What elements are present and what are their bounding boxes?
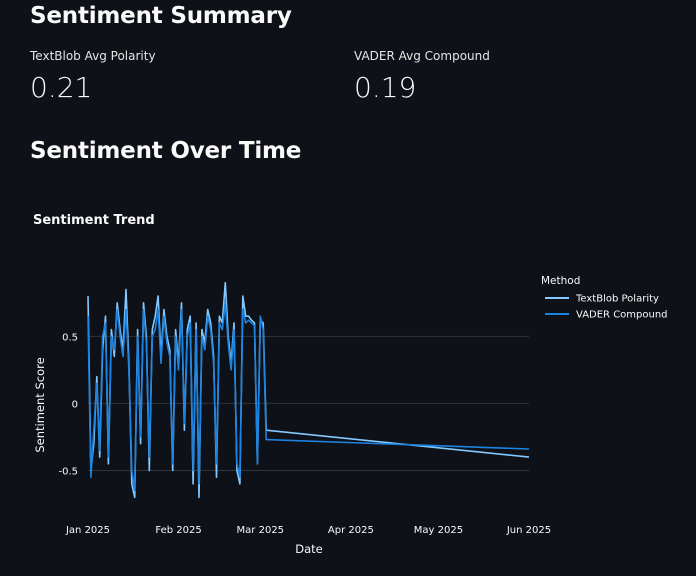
sentiment-over-time-title: Sentiment Over Time xyxy=(30,138,302,164)
x-tick-label-0: Jan 2025 xyxy=(65,525,110,536)
x-axis-label: Date xyxy=(295,542,323,556)
x-tick-label-3: Apr 2025 xyxy=(328,525,374,536)
y-axis-ticks: 0.5 0 -0.5 xyxy=(58,332,78,477)
x-axis-ticks: Jan 2025 Feb 2025 Mar 2025 Apr 2025 May 2025… xyxy=(65,525,551,536)
x-tick-label-1: Feb 2025 xyxy=(155,525,201,536)
legend-item-0[interactable]: TextBlob Polarity xyxy=(575,294,659,305)
legend-title: Method xyxy=(541,275,580,287)
y-tick-label-1: 0 xyxy=(72,399,78,410)
y-axis-label: Sentiment Score xyxy=(33,357,47,452)
textblob-metric-value: 0.21 xyxy=(30,71,93,104)
x-tick-label-4: May 2025 xyxy=(414,525,463,536)
vader-metric-label: VADER Avg Compound xyxy=(354,49,490,63)
vader-metric-value: 0.19 xyxy=(354,71,417,104)
legend[interactable]: Method TextBlob Polarity VADER Compound xyxy=(541,275,668,321)
y-tick-label-0: 0.5 xyxy=(62,332,78,343)
textblob-metric-label: TextBlob Avg Polarity xyxy=(30,49,156,63)
chart-title: Sentiment Trend xyxy=(33,213,155,228)
series-lines[interactable] xyxy=(87,281,530,499)
legend-item-1[interactable]: VADER Compound xyxy=(576,310,668,321)
sentiment-summary-title: Sentiment Summary xyxy=(30,3,292,29)
x-tick-label-5: Jun 2025 xyxy=(506,525,551,536)
x-tick-label-2: Mar 2025 xyxy=(237,525,285,536)
series-line-1[interactable] xyxy=(87,302,530,492)
y-tick-label-2: -0.5 xyxy=(58,466,78,477)
sentiment-trend-chart[interactable]: Sentiment Trend 0.5 0 -0.5 Jan 2025 Feb 202… xyxy=(0,200,696,576)
series-line-0[interactable] xyxy=(87,281,530,499)
